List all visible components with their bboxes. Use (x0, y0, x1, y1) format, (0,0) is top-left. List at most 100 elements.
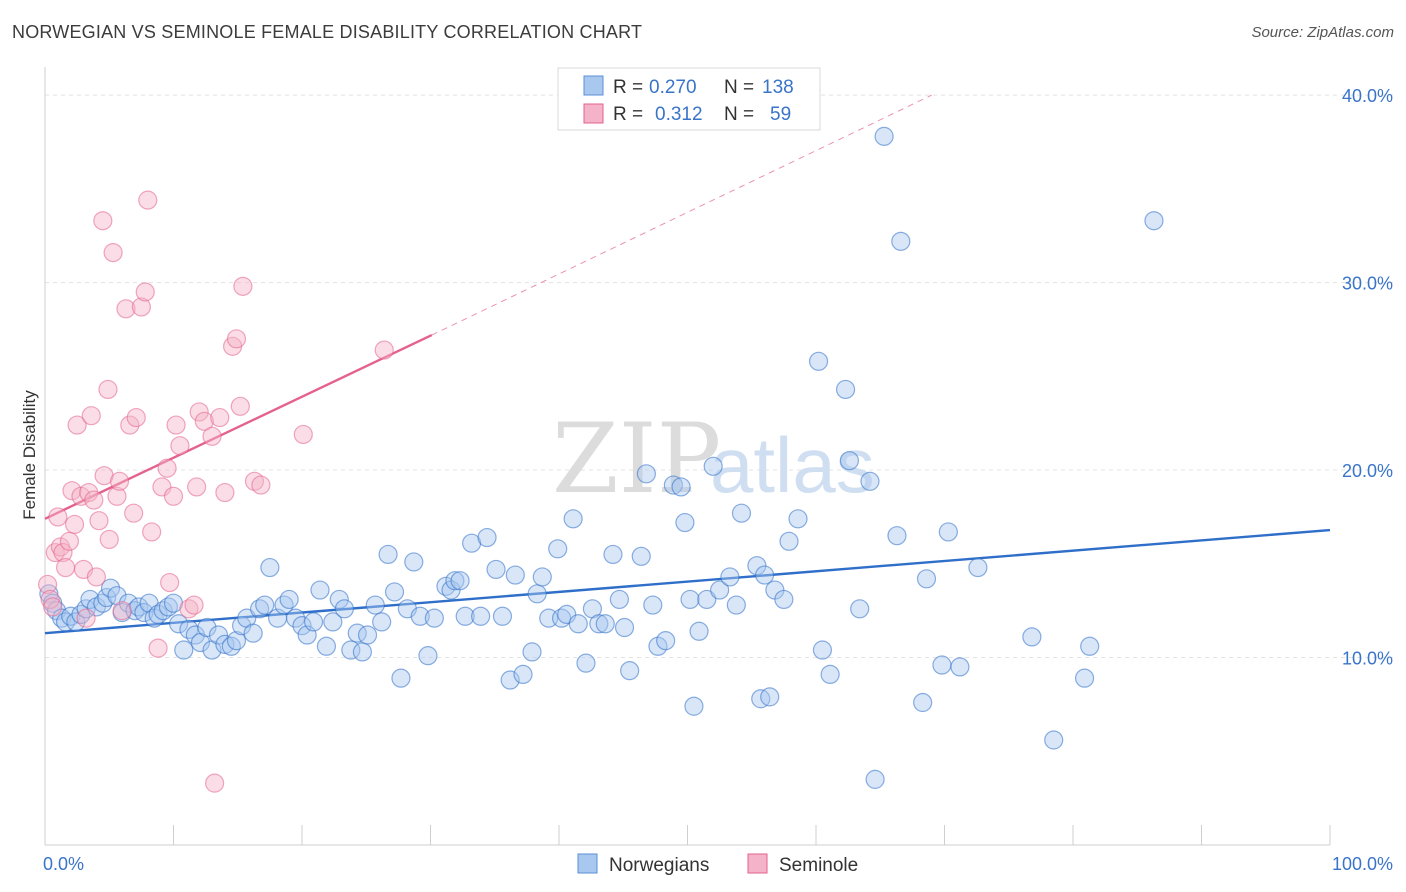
point-norwegians-109 (689, 621, 709, 641)
point-norwegians-107 (680, 589, 700, 610)
point-norwegians-140 (968, 557, 988, 578)
point-norwegians-142 (1044, 730, 1064, 750)
legend-swatch-norwegians (577, 853, 598, 874)
point-norwegians-124 (808, 351, 829, 371)
watermark-zip: ZIP (552, 403, 721, 515)
point-norwegians-31 (197, 617, 217, 638)
point-norwegians-54 (334, 599, 355, 619)
point-norwegians-77 (486, 559, 506, 580)
point-norwegians-94 (595, 614, 615, 634)
point-norwegians-27 (174, 640, 194, 660)
point-norwegians-95 (603, 544, 623, 565)
stats-n-value-2: 59 (770, 104, 791, 125)
legend-swatch-seminole (747, 853, 768, 874)
point-seminole-3 (45, 542, 65, 563)
stats-swatch-seminole (583, 103, 604, 124)
point-norwegians-91 (576, 653, 596, 673)
point-norwegians-7 (71, 604, 91, 625)
point-seminole-40 (163, 486, 184, 506)
point-norwegians-9 (80, 589, 100, 610)
series-norwegians (39, 126, 1164, 789)
point-norwegians-75 (471, 606, 491, 626)
point-norwegians-99 (631, 546, 651, 566)
point-seminole-29 (120, 415, 140, 435)
point-norwegians-135 (913, 692, 933, 713)
point-seminole-45 (187, 477, 207, 497)
trend-lines (44, 94, 1331, 635)
series-legend: Norwegians Seminole (577, 853, 858, 876)
point-seminole-2 (43, 597, 63, 617)
point-norwegians-46 (285, 608, 306, 628)
point-norwegians-36 (226, 631, 247, 651)
point-norwegians-83 (527, 584, 547, 604)
point-norwegians-65 (404, 552, 424, 572)
point-norwegians-123 (788, 509, 808, 529)
point-norwegians-82 (522, 642, 542, 662)
point-seminole-7 (55, 557, 76, 578)
point-norwegians-40 (249, 599, 270, 619)
point-norwegians-80 (505, 565, 525, 585)
point-seminole-27 (112, 601, 132, 621)
point-norwegians-60 (372, 612, 392, 632)
point-norwegians-67 (418, 646, 438, 666)
axes (44, 67, 1331, 846)
point-norwegians-108 (684, 696, 704, 716)
point-seminole-55 (233, 276, 253, 296)
y-tick-label-10: 10.0% (1342, 649, 1393, 669)
point-seminole-48 (202, 426, 222, 446)
point-seminole-1 (40, 589, 60, 610)
point-norwegians-110 (697, 589, 717, 610)
point-norwegians-42 (260, 557, 280, 578)
point-seminole-25 (107, 486, 127, 506)
tick-labels: 10.0% 20.0% 30.0% 40.0% 0.0% 100.0% (43, 86, 1393, 874)
point-seminole-34 (138, 190, 158, 210)
point-norwegians-19 (134, 602, 154, 623)
point-norwegians-26 (169, 614, 189, 634)
point-norwegians-138 (938, 522, 958, 542)
point-norwegians-73 (455, 606, 475, 626)
point-norwegians-90 (568, 614, 588, 634)
point-norwegians-35 (221, 636, 241, 656)
point-seminole-36 (148, 638, 168, 658)
watermark-atlas: atlas (710, 421, 875, 509)
point-seminole-53 (226, 329, 247, 349)
point-norwegians-23 (153, 601, 173, 621)
y-tick-label-30: 30.0% (1342, 274, 1393, 294)
point-norwegians-53 (329, 589, 349, 610)
point-norwegians-112 (710, 580, 730, 600)
point-norwegians-125 (812, 640, 833, 660)
point-norwegians-69 (436, 576, 456, 596)
point-norwegians-106 (675, 512, 695, 533)
point-norwegians-113 (720, 567, 740, 587)
point-norwegians-78 (492, 606, 513, 626)
point-norwegians-96 (609, 589, 629, 610)
point-seminole-31 (126, 407, 146, 428)
stats-n-value-1: 138 (762, 77, 794, 98)
point-seminole-57 (251, 475, 271, 495)
point-norwegians-39 (243, 623, 263, 643)
point-seminole-6 (53, 542, 73, 563)
point-norwegians-4 (55, 612, 76, 632)
point-seminole-58 (293, 424, 313, 445)
point-seminole-17 (84, 490, 104, 510)
point-seminole-22 (98, 379, 118, 400)
stats-swatch-norwegians (583, 75, 604, 96)
point-norwegians-49 (303, 612, 324, 632)
point-norwegians-130 (860, 471, 880, 491)
point-seminole-43 (179, 599, 199, 619)
stats-n-label-2: N = (724, 104, 754, 125)
point-norwegians-71 (445, 571, 465, 591)
point-norwegians-45 (279, 589, 299, 610)
point-norwegians-118 (754, 565, 775, 585)
point-norwegians-84 (532, 567, 552, 587)
point-norwegians-127 (835, 379, 856, 400)
point-norwegians-122 (779, 531, 799, 551)
stats-n-label-1: N = (724, 77, 754, 98)
point-norwegians-114 (726, 595, 746, 615)
point-norwegians-98 (620, 661, 640, 681)
point-seminole-10 (64, 514, 85, 535)
point-seminole-49 (205, 773, 225, 793)
point-norwegians-57 (352, 642, 372, 662)
point-seminole-18 (86, 567, 107, 587)
trend-line-norwegians (44, 528, 1331, 635)
